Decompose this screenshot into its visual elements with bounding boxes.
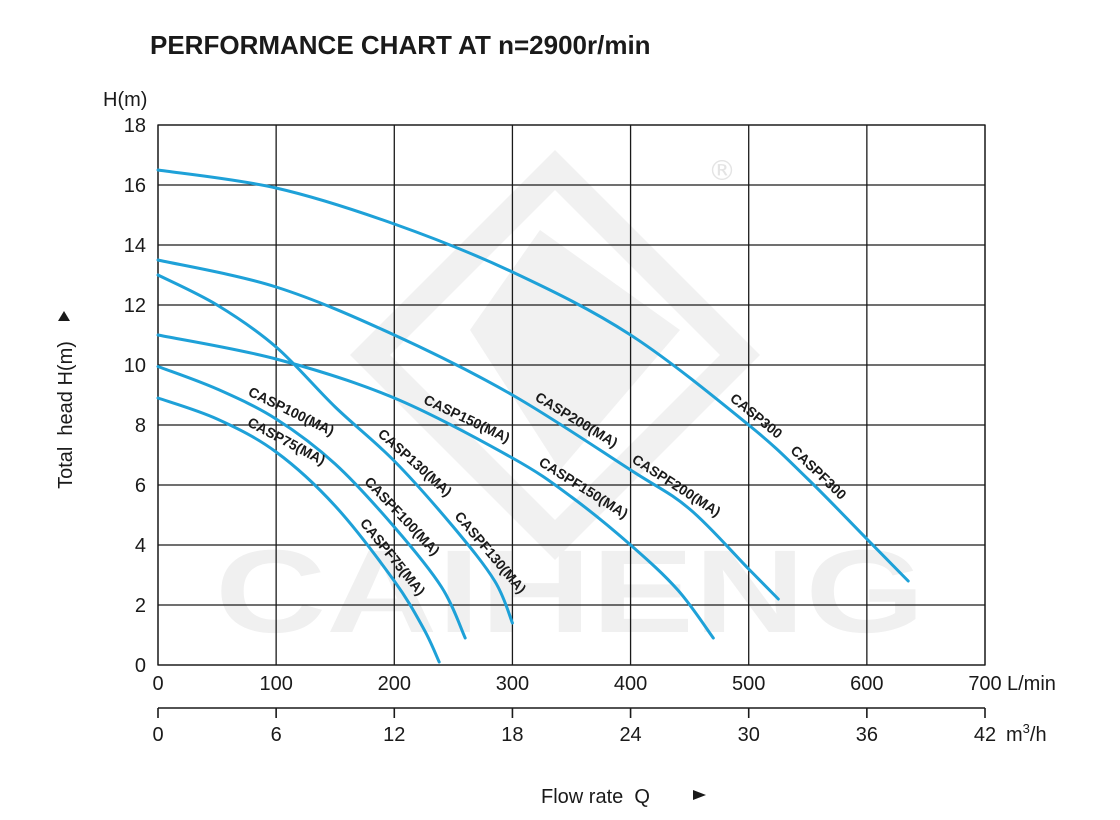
watermark-logo-icon — [350, 150, 760, 560]
y-axis-title: Total head H(m) — [55, 311, 77, 489]
x2-tick-label: 30 — [738, 724, 760, 746]
y-tick-label: 12 — [124, 295, 146, 317]
y-axis-arrow-icon — [58, 311, 70, 321]
y-tick-label: 10 — [124, 355, 146, 377]
y-axis-label: Total head H(m) — [55, 341, 77, 489]
x-tick-label: 500 — [732, 673, 765, 695]
curve-line — [156, 333, 715, 640]
curve-label: CASPF300 — [788, 442, 850, 503]
x-tick-label: 0 — [152, 673, 163, 695]
plot-grid — [157, 124, 986, 666]
x-tick-label: 600 — [850, 673, 883, 695]
x2-tick-label: 6 — [271, 724, 282, 746]
x2-tick-label: 12 — [383, 724, 405, 746]
x2-tick-label: 42 — [974, 724, 996, 746]
y-unit-label: H(m) — [103, 89, 147, 111]
curve-line — [156, 273, 514, 625]
y-tick-label: 18 — [124, 115, 146, 137]
watermark-registered-mark: ® — [708, 154, 736, 187]
x2-tick-label: 24 — [619, 724, 641, 746]
x2-unit-label: m3/h — [1006, 721, 1047, 746]
curve-line — [156, 365, 467, 640]
x-axis-label: Flow rate Q — [541, 786, 650, 808]
x-tick-label: 700 — [968, 673, 1001, 695]
watermark-text: CAIHENG — [215, 526, 925, 658]
curves — [156, 168, 910, 664]
y-tick-label: 6 — [135, 475, 146, 497]
curve-line — [156, 258, 780, 601]
x-unit-label: L/min — [1007, 673, 1056, 695]
y-tick-label: 16 — [124, 175, 146, 197]
x-axis-title: Flow rate Q — [541, 786, 706, 808]
y-tick-label: 4 — [135, 535, 146, 557]
watermark: CAIHENG ® — [215, 150, 925, 658]
curve-line — [156, 396, 441, 664]
x-tick-label: 100 — [259, 673, 292, 695]
x2-tick-label: 18 — [501, 724, 523, 746]
x2-tick-label: 36 — [856, 724, 878, 746]
y-tick-label: 0 — [135, 655, 146, 677]
x2-tick-label: 0 — [152, 724, 163, 746]
y-tick-label: 14 — [124, 235, 146, 257]
x-tick-label: 200 — [378, 673, 411, 695]
x-axis-arrow-icon — [693, 790, 706, 800]
y-tick-label: 8 — [135, 415, 146, 437]
x-tick-label: 300 — [496, 673, 529, 695]
chart-title: PERFORMANCE CHART AT n=2900r/min — [150, 30, 651, 60]
curve-line — [156, 168, 910, 583]
y-tick-label: 2 — [135, 595, 146, 617]
x-tick-label: 400 — [614, 673, 647, 695]
